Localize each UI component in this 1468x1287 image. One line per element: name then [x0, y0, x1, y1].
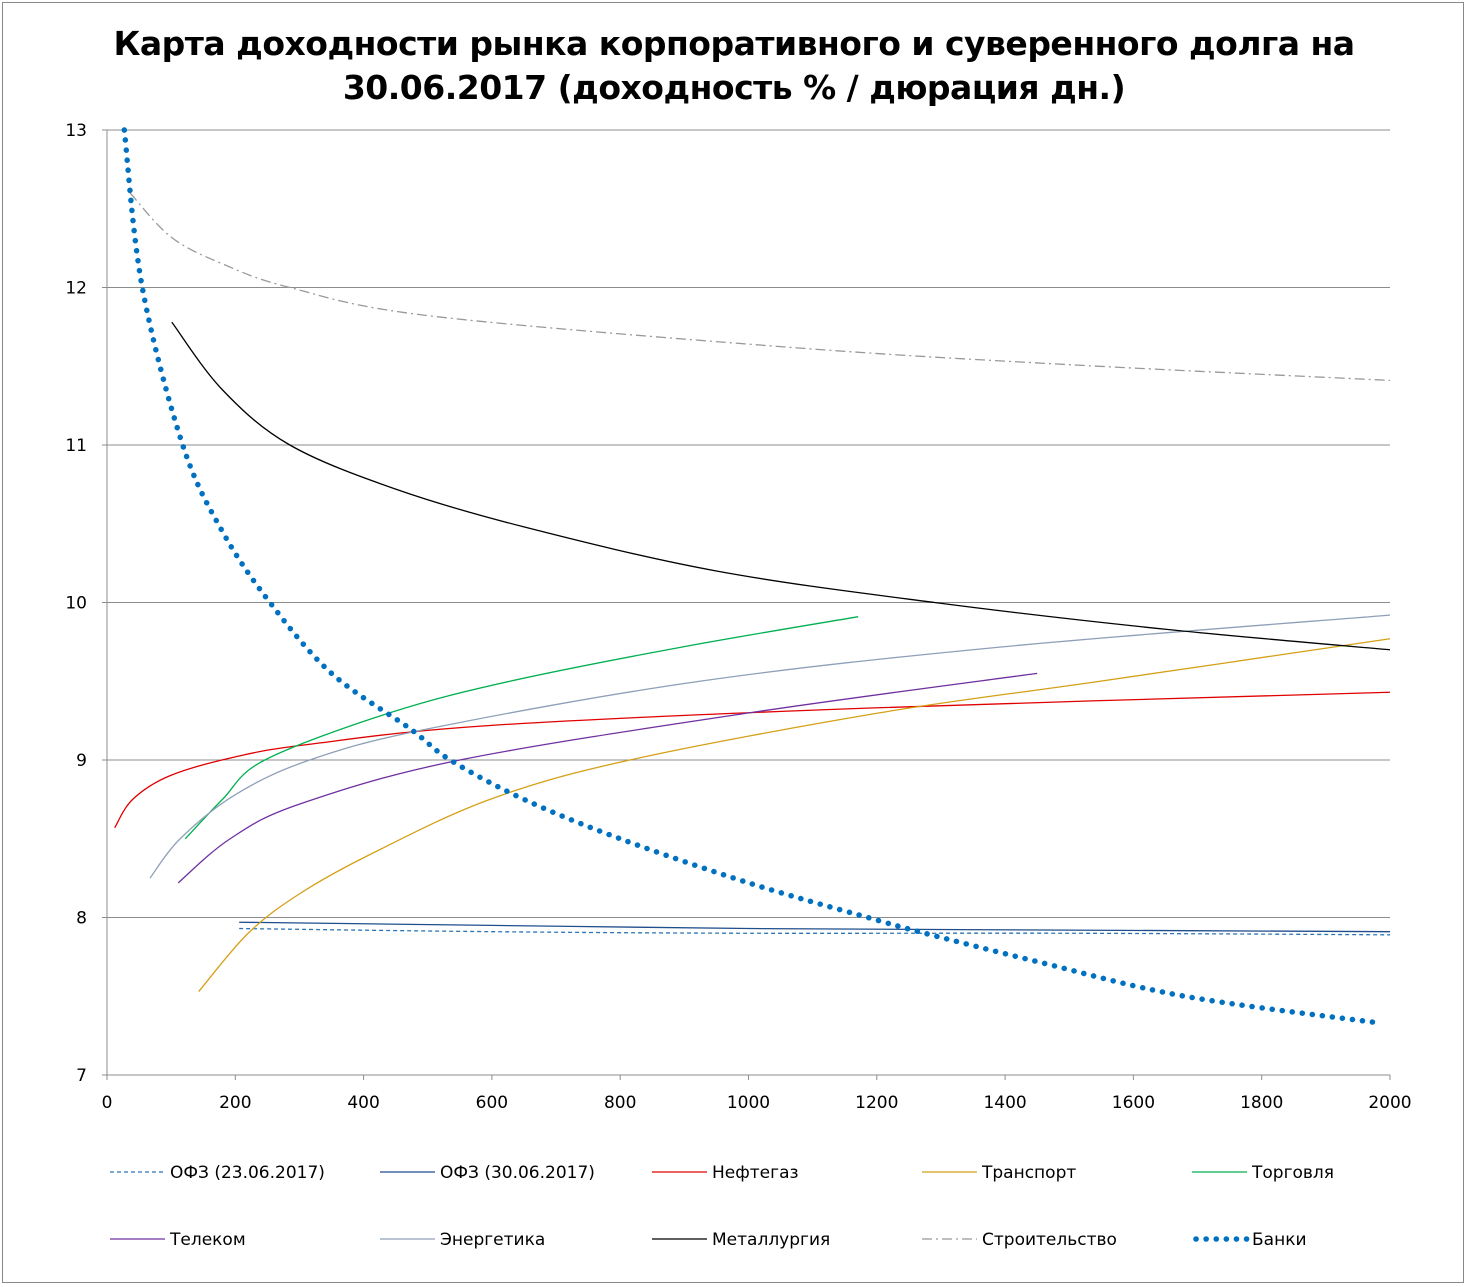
- y-tick-label: 12: [65, 279, 87, 299]
- legend-label: Нефтегаз: [712, 1163, 799, 1183]
- legend-label: ОФЗ (30.06.2017): [440, 1163, 595, 1183]
- series-офз-30-06-2017--line: [239, 921, 1391, 933]
- legend-label: Телеком: [169, 1230, 246, 1250]
- y-tick-label: 11: [65, 436, 87, 456]
- legend-label: Строительство: [982, 1230, 1117, 1250]
- x-tick-label: 0: [102, 1093, 113, 1113]
- x-tick-label: 2000: [1368, 1093, 1411, 1113]
- x-tick-label: 1000: [727, 1093, 770, 1113]
- y-tick-label: 13: [65, 121, 87, 141]
- legend-label: Транспорт: [981, 1163, 1076, 1183]
- x-tick-label: 1400: [983, 1093, 1026, 1113]
- legend-label: Энергетика: [440, 1230, 545, 1250]
- series-строительство-line: [129, 192, 1391, 382]
- x-tick-label: 1800: [1240, 1093, 1283, 1113]
- chart-title-line-1: Карта доходности рынка корпоративного и …: [113, 24, 1355, 63]
- series-банки-line: [121, 127, 1383, 1026]
- x-tick-label: 400: [347, 1093, 379, 1113]
- series-металлургия-line: [171, 321, 1391, 651]
- series-энергетика-line: [149, 614, 1391, 879]
- y-tick-label: 8: [76, 909, 87, 929]
- y-tick-label: 10: [65, 594, 87, 614]
- legend-label: ОФЗ (23.06.2017): [170, 1163, 325, 1183]
- series-торговля-line: [184, 616, 859, 840]
- x-tick-label: 1200: [855, 1093, 898, 1113]
- x-tick-label: 1600: [1112, 1093, 1155, 1113]
- series-телеком-line: [177, 672, 1038, 884]
- series-транспорт-line: [198, 638, 1391, 992]
- x-tick-label: 600: [476, 1093, 508, 1113]
- legend-label: Торговля: [1251, 1163, 1334, 1183]
- y-tick-label: 7: [76, 1066, 87, 1086]
- legend-label: Банки: [1252, 1230, 1307, 1250]
- x-tick-label: 200: [219, 1093, 251, 1113]
- y-tick-label: 9: [76, 751, 87, 771]
- series-офз-23-06-2017--line: [239, 927, 1391, 936]
- chart-title: Карта доходности рынка корпоративного и …: [0, 22, 1468, 110]
- chart-title-line-2: 30.06.2017 (доходность % / дюрация дн.): [342, 68, 1126, 107]
- legend-label: Металлургия: [712, 1230, 830, 1250]
- x-tick-label: 800: [604, 1093, 636, 1113]
